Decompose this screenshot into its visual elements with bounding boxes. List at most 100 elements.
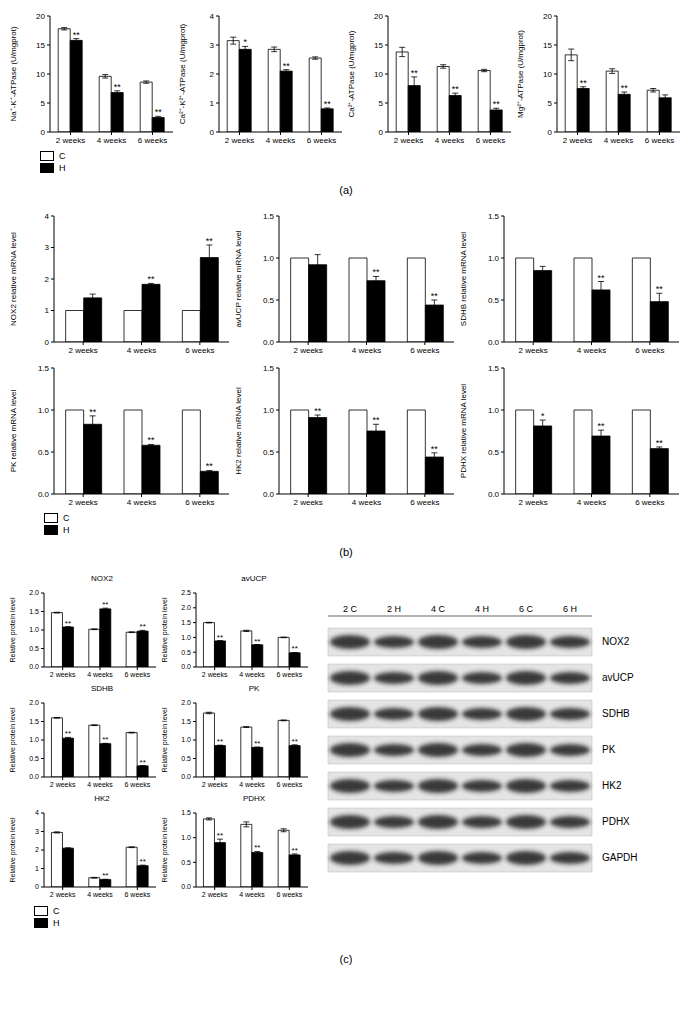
svg-text:5: 5 [41,99,46,108]
svg-text:4 C: 4 C [431,604,446,614]
svg-text:**: ** [217,831,223,840]
svg-text:1.0: 1.0 [29,626,39,633]
svg-text:1.5: 1.5 [181,718,191,725]
svg-text:1.0: 1.0 [263,254,275,263]
svg-text:0.5: 0.5 [38,448,50,457]
svg-text:0: 0 [548,128,553,137]
svg-text:GAPDH: GAPDH [602,852,638,863]
svg-text:0.0: 0.0 [181,883,191,890]
svg-text:avUCP: avUCP [602,672,634,683]
svg-text:6 weeks: 6 weeks [185,498,214,507]
svg-text:PK relative mRNA level: PK relative mRNA level [9,389,18,472]
svg-text:10: 10 [36,70,45,79]
svg-text:*: * [243,37,247,47]
svg-text:6 weeks: 6 weeks [635,346,664,355]
svg-text:5: 5 [548,99,553,108]
svg-text:**: ** [140,758,146,767]
svg-text:2 weeks: 2 weeks [202,671,228,678]
svg-text:10: 10 [374,70,383,79]
svg-text:2 weeks: 2 weeks [563,136,592,145]
svg-text:2.0: 2.0 [29,699,39,706]
svg-text:0.0: 0.0 [38,490,50,499]
svg-text:2 weeks: 2 weeks [68,346,97,355]
svg-text:2 weeks: 2 weeks [50,671,76,678]
svg-text:3: 3 [45,243,50,252]
svg-text:**: ** [324,99,332,109]
svg-text:HK2 relative mRNA level: HK2 relative mRNA level [234,387,243,475]
svg-text:6 weeks: 6 weeks [476,136,505,145]
svg-text:1.5: 1.5 [488,364,500,373]
svg-text:**: ** [656,284,664,294]
svg-text:2: 2 [210,70,215,79]
svg-text:6 weeks: 6 weeks [138,136,167,145]
svg-text:20: 20 [543,12,552,21]
svg-text:**: ** [431,444,439,454]
svg-text:0.0: 0.0 [263,490,275,499]
svg-text:1.0: 1.0 [488,254,500,263]
svg-text:2 weeks: 2 weeks [50,781,76,788]
svg-text:**: ** [217,633,223,642]
svg-text:1.5: 1.5 [29,718,39,725]
svg-text:3: 3 [35,828,39,835]
svg-text:1.5: 1.5 [181,809,191,816]
svg-text:2 weeks: 2 weeks [56,136,85,145]
svg-text:4 weeks: 4 weeks [577,346,606,355]
svg-text:**: ** [140,622,146,631]
svg-text:4 weeks: 4 weeks [127,346,156,355]
svg-text:Relative protein level: Relative protein level [9,707,17,772]
svg-text:0.5: 0.5 [488,448,500,457]
svg-text:2 weeks: 2 weeks [518,498,547,507]
svg-text:6 weeks: 6 weeks [410,498,439,507]
svg-text:6 H: 6 H [563,604,577,614]
svg-text:15: 15 [36,41,45,50]
svg-text:**: ** [411,68,419,78]
svg-text:**: ** [73,30,81,40]
svg-text:0.0: 0.0 [29,663,39,670]
svg-text:4: 4 [45,212,50,221]
svg-text:SDHB: SDHB [602,708,630,719]
svg-text:15: 15 [374,41,383,50]
svg-text:HK2: HK2 [602,780,622,791]
svg-text:0.0: 0.0 [488,338,500,347]
svg-text:0.5: 0.5 [29,755,39,762]
svg-text:4 weeks: 4 weeks [97,136,126,145]
svg-text:**: ** [597,273,605,283]
svg-text:**: ** [102,871,108,880]
svg-text:**: ** [206,461,214,471]
svg-text:0.5: 0.5 [181,755,191,762]
svg-text:**: ** [102,600,108,609]
svg-text:NOX2 relative mRNA level: NOX2 relative mRNA level [9,232,18,326]
svg-text:0.5: 0.5 [488,296,500,305]
svg-text:0.0: 0.0 [29,773,39,780]
svg-text:4 weeks: 4 weeks [239,671,265,678]
svg-text:**: ** [254,739,260,748]
svg-text:1: 1 [45,306,50,315]
svg-text:**: ** [292,644,298,653]
svg-text:6 C: 6 C [519,604,534,614]
svg-text:0.5: 0.5 [263,296,275,305]
svg-text:**: ** [283,61,291,71]
svg-text:Ca²⁺-K²⁺-ATPase (U/mgprot): Ca²⁺-K²⁺-ATPase (U/mgprot) [178,23,187,124]
svg-text:5: 5 [379,99,384,108]
svg-text:1.0: 1.0 [181,736,191,743]
svg-text:1: 1 [35,865,39,872]
svg-text:PK: PK [602,744,616,755]
svg-text:10: 10 [543,70,552,79]
svg-text:2 weeks: 2 weeks [394,136,423,145]
svg-text:Mg²⁺-ATPase (U/mgprot): Mg²⁺-ATPase (U/mgprot) [516,30,525,118]
svg-text:2: 2 [45,275,50,284]
svg-text:Relative protein level: Relative protein level [161,707,169,772]
svg-text:15: 15 [543,41,552,50]
svg-text:**: ** [580,78,588,88]
svg-text:0.5: 0.5 [29,645,39,652]
svg-text:Na⁺-K⁺-ATPase (U/mgprot): Na⁺-K⁺-ATPase (U/mgprot) [9,26,18,122]
svg-text:0.0: 0.0 [181,663,191,670]
svg-text:1.5: 1.5 [263,364,275,373]
svg-text:6 weeks: 6 weeks [185,346,214,355]
svg-text:4 weeks: 4 weeks [127,498,156,507]
svg-text:4 weeks: 4 weeks [266,136,295,145]
svg-text:2 weeks: 2 weeks [50,891,76,898]
svg-text:**: ** [65,619,71,628]
svg-text:0: 0 [35,883,39,890]
svg-text:2 weeks: 2 weeks [202,891,228,898]
